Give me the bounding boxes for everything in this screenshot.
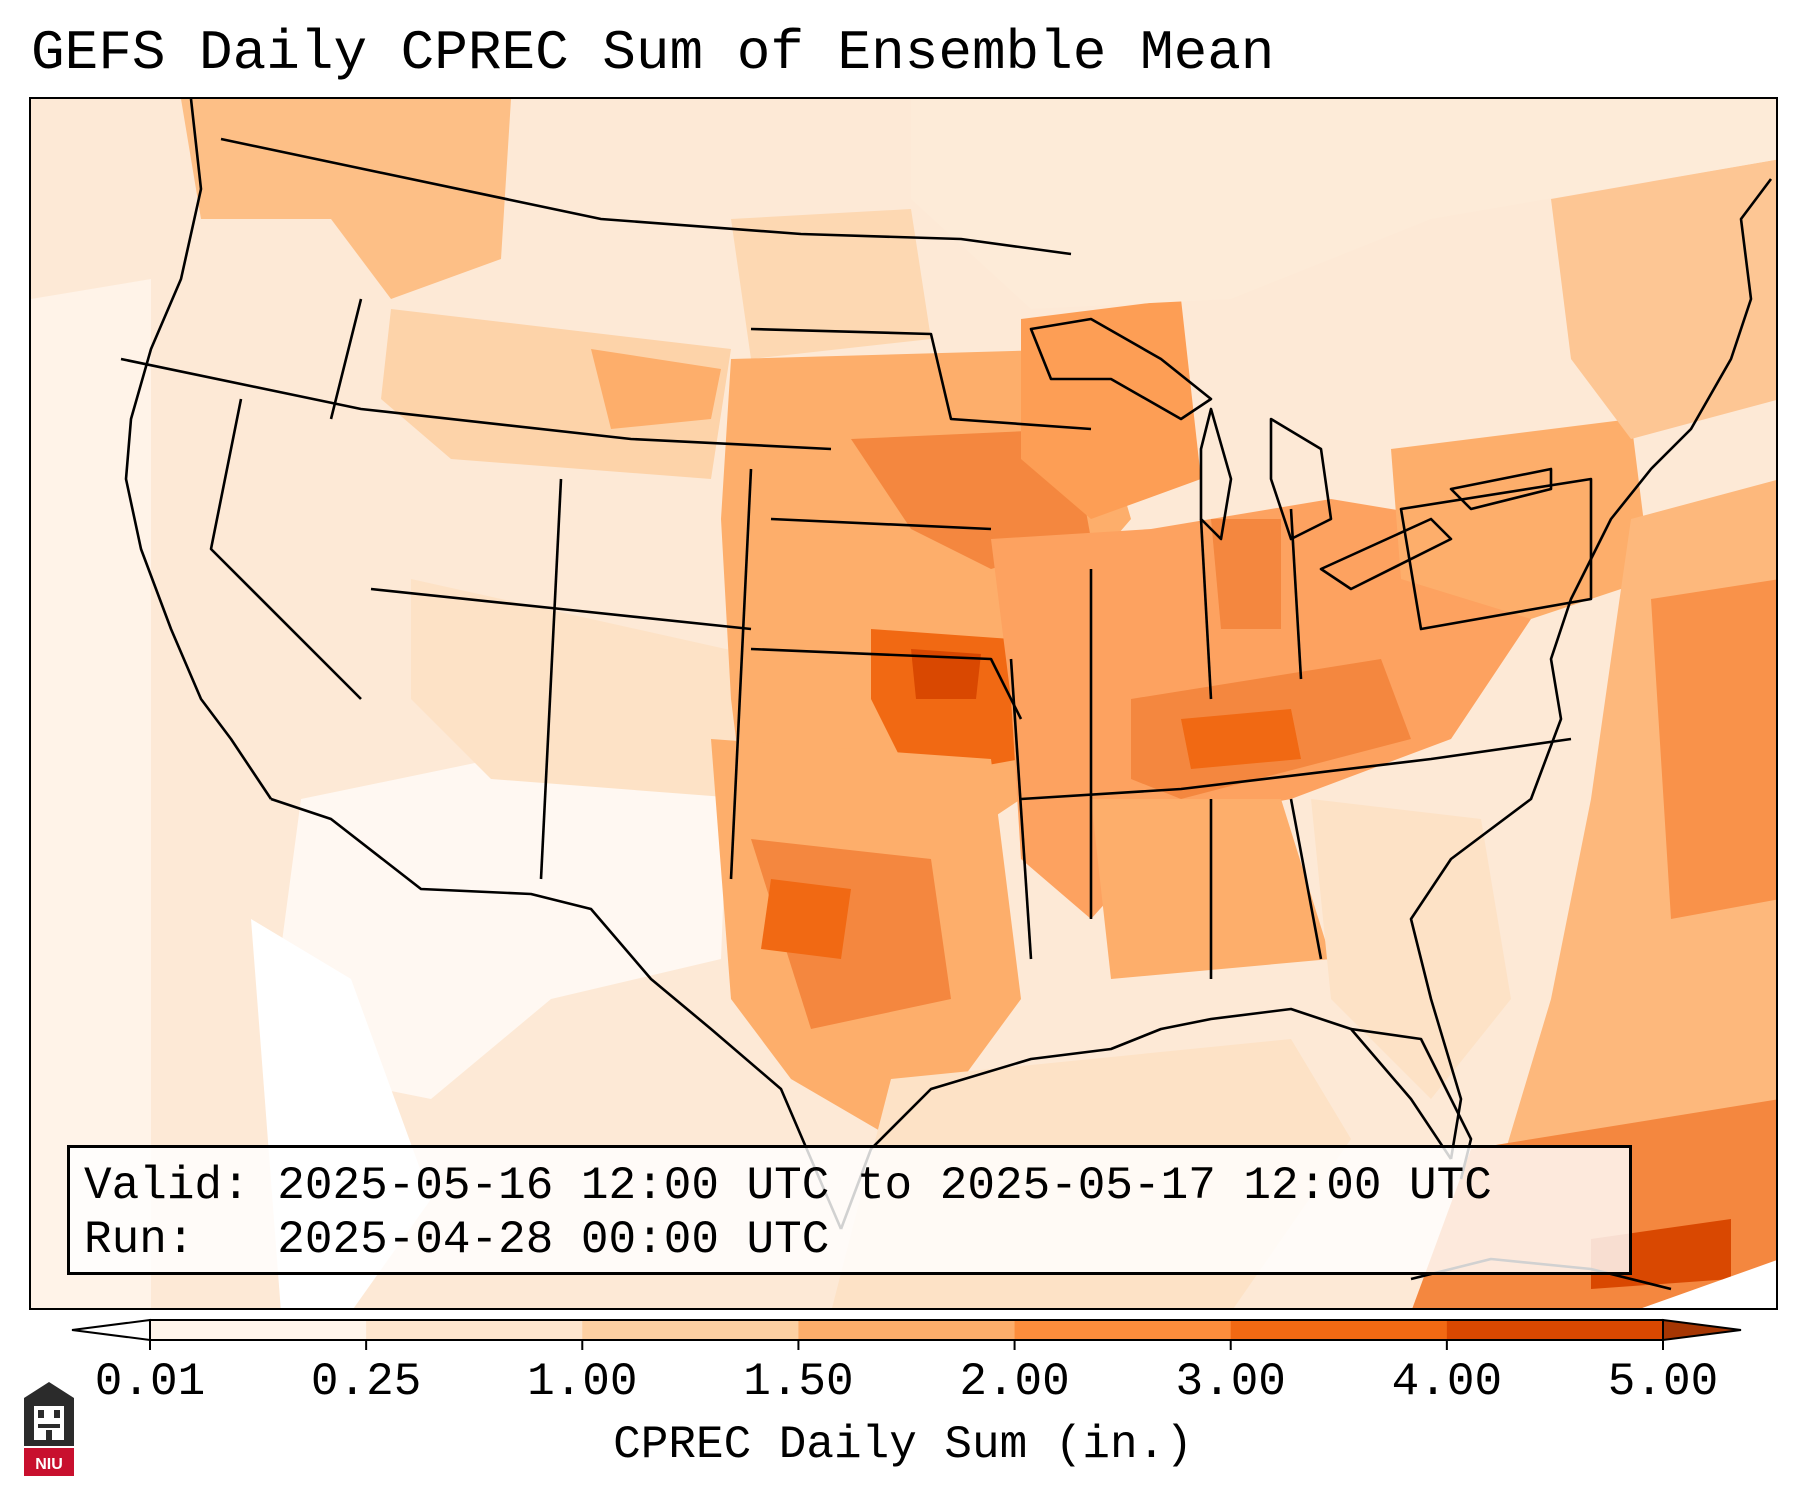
new-england-precip bbox=[1551, 159, 1776, 439]
precip-map bbox=[29, 97, 1778, 1310]
pennsylvania-outline bbox=[1399, 477, 1593, 631]
colorbar-tick-label: 3.00 bbox=[1175, 1356, 1286, 1408]
kansas-precip-max bbox=[911, 649, 981, 699]
colorbar-over-arrow bbox=[1662, 1318, 1742, 1342]
colorbar-tick-label: 0.01 bbox=[94, 1356, 206, 1408]
colorbar-tick-label: 4.00 bbox=[1391, 1356, 1503, 1408]
idaho-border bbox=[329, 298, 363, 420]
colorbar-segment bbox=[798, 1320, 1016, 1340]
logo-window bbox=[54, 1410, 60, 1418]
logo-door bbox=[46, 1430, 52, 1440]
utah-arizona-east bbox=[539, 478, 563, 880]
colorbar-under-arrow bbox=[71, 1318, 151, 1342]
colorbar-tick-label: 1.00 bbox=[527, 1356, 638, 1408]
lake-michigan bbox=[1199, 407, 1233, 541]
canada-border-west bbox=[220, 137, 1072, 256]
colorbar-segment bbox=[366, 1320, 583, 1340]
east-coast bbox=[1409, 178, 1773, 1160]
nevada-border bbox=[209, 398, 362, 700]
pacific-ocean bbox=[31, 279, 151, 1308]
run-line: Run: 2025-04-28 00:00 UTC bbox=[84, 1213, 1629, 1267]
colorbar-tick-label: 2.00 bbox=[959, 1356, 1070, 1408]
valid-line: Valid: 2025-05-16 12:00 UTC to 2025-05-1… bbox=[84, 1159, 1629, 1213]
northern-state-line bbox=[120, 357, 832, 451]
northern-rockies-precip bbox=[381, 309, 731, 479]
colorbar-segment bbox=[1014, 1320, 1232, 1340]
state-boundaries bbox=[120, 99, 1773, 1291]
logo-window bbox=[38, 1410, 44, 1418]
montana-precip bbox=[591, 349, 721, 429]
dakota-lines bbox=[750, 327, 1092, 431]
central-rockies-area bbox=[411, 579, 771, 799]
tennessee-line bbox=[1020, 737, 1572, 801]
valid-text: 2025-05-16 12:00 UTC to 2025-05-17 12:00… bbox=[277, 1160, 1492, 1212]
colorbar-tick-label: 1.50 bbox=[743, 1356, 854, 1408]
lake-huron bbox=[1269, 417, 1333, 541]
logo-window bbox=[38, 1424, 60, 1428]
run-label: Run: bbox=[84, 1214, 195, 1266]
logo-red-band bbox=[24, 1448, 74, 1476]
atlantic-precip-core bbox=[1651, 579, 1776, 919]
kansas-precip-core bbox=[871, 629, 1021, 779]
run-text: 2025-04-28 00:00 UTC bbox=[277, 1214, 830, 1266]
colorbar-outline bbox=[149, 1319, 1664, 1341]
southwest-dry-area bbox=[281, 699, 731, 1099]
niu-logo-icon: NIU bbox=[24, 1382, 74, 1476]
oklahoma-arkansas-east bbox=[1009, 658, 1033, 960]
wisconsin-precip bbox=[1021, 299, 1201, 519]
niu-logo: NIU bbox=[20, 1380, 78, 1480]
info-box: Valid: 2025-05-16 12:00 UTC to 2025-05-1… bbox=[67, 1145, 1632, 1275]
canada-light-area bbox=[911, 99, 1776, 309]
west-coast bbox=[124, 99, 273, 800]
colorbar-tick-label: 5.00 bbox=[1607, 1356, 1719, 1408]
georgia-border bbox=[1289, 798, 1323, 960]
lake-ontario bbox=[1449, 467, 1553, 511]
colorbar-segment bbox=[582, 1320, 799, 1340]
colorado-new-mexico-east bbox=[729, 468, 753, 880]
logo-text: NIU bbox=[35, 1456, 63, 1473]
gulf-coast bbox=[839, 1007, 1453, 1230]
valid-label: Valid: bbox=[84, 1160, 250, 1212]
mexico-border bbox=[270, 797, 843, 1230]
texas-precip-core bbox=[761, 879, 851, 959]
page-title: GEFS Daily CPREC Sum of Ensemble Mean bbox=[31, 21, 1275, 85]
colorbar-segment bbox=[150, 1320, 367, 1340]
georgia-precip bbox=[1311, 799, 1511, 1099]
colorbar-label: CPREC Daily Sum (in.) bbox=[613, 1419, 1193, 1471]
colorbar-segment bbox=[1446, 1320, 1664, 1340]
dakotas-precip bbox=[731, 209, 931, 359]
nebraska-kansas-line bbox=[770, 517, 992, 531]
indiana-precip bbox=[1211, 519, 1281, 629]
kansas-oklahoma-line bbox=[750, 647, 1023, 720]
utah-colorado-south bbox=[370, 587, 752, 631]
lake-superior bbox=[1029, 317, 1213, 421]
off-domain-corner bbox=[1642, 1260, 1776, 1308]
colorbar-tick-label: 0.25 bbox=[310, 1356, 422, 1408]
precip-map-svg bbox=[31, 99, 1776, 1308]
colorbar-segment bbox=[1230, 1320, 1448, 1340]
tennessee-precip-core bbox=[1181, 709, 1301, 769]
indiana-border bbox=[1199, 518, 1213, 700]
lake-erie bbox=[1319, 517, 1453, 591]
